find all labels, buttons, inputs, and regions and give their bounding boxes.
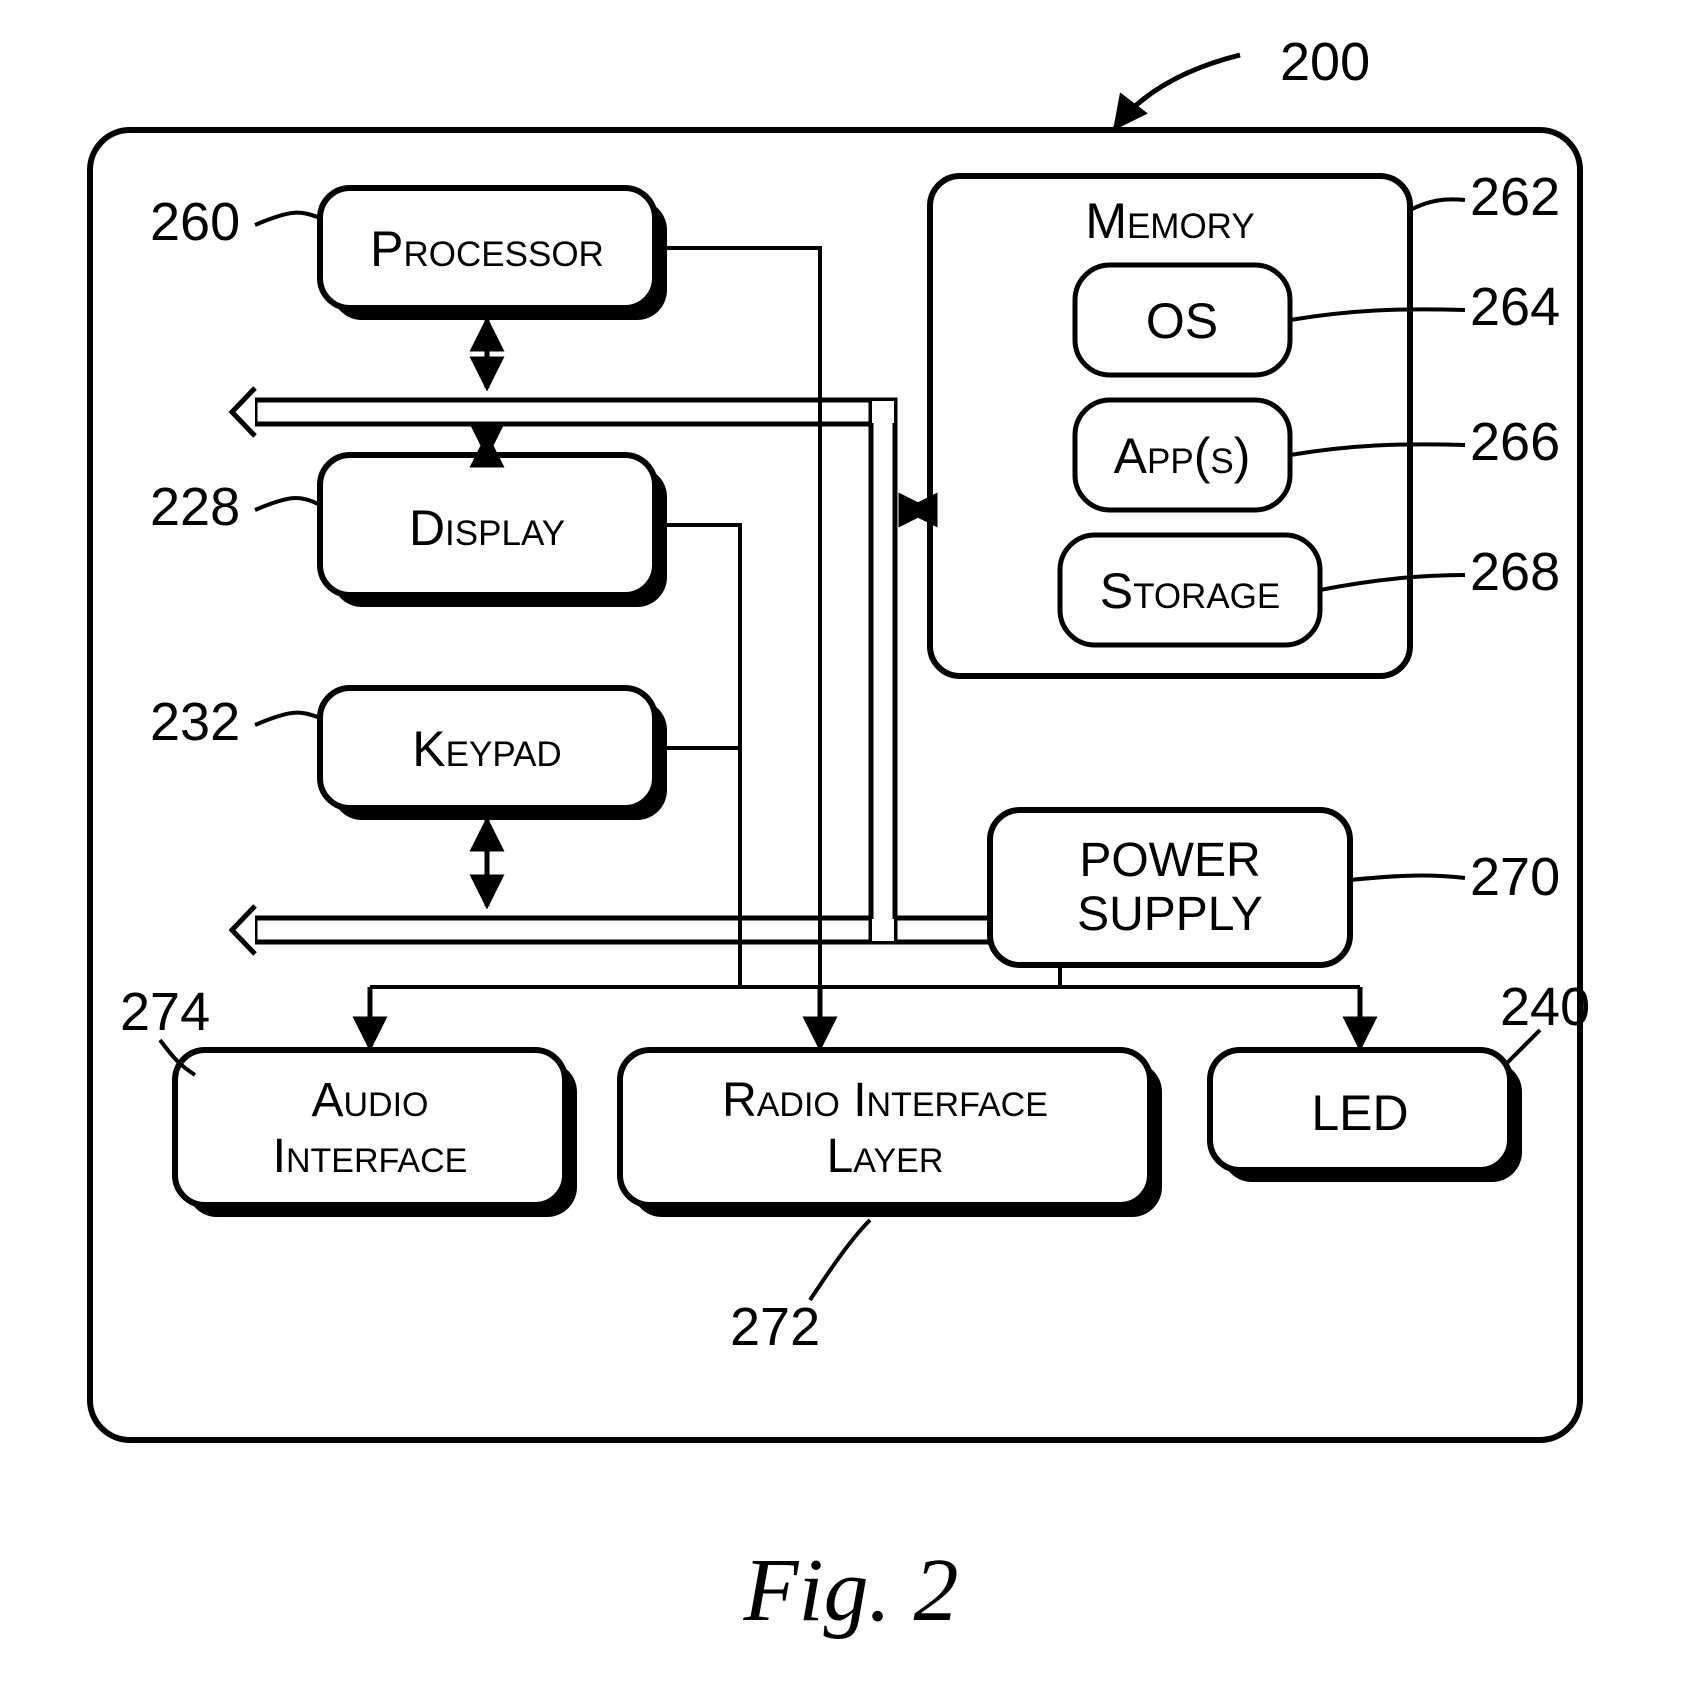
processor-label: Processor <box>370 221 604 277</box>
power-block: POWER SUPPLY <box>990 810 1350 965</box>
memory-label: Memory <box>1085 193 1254 249</box>
display-label: Display <box>409 500 565 556</box>
audio-label2: Interface <box>273 1130 468 1183</box>
power-label2: SUPPLY <box>1077 888 1263 941</box>
led-label: LED <box>1311 1085 1408 1141</box>
led-block: LED <box>1210 1050 1522 1182</box>
audio-label1: Audio <box>311 1074 428 1127</box>
led-ref: 240 <box>1500 977 1590 1037</box>
diagram-canvas: 200 Processor Display Keypad Memory <box>0 0 1702 1708</box>
bus-vertical <box>871 400 895 942</box>
power-label1: POWER <box>1079 834 1260 887</box>
audio-ref: 274 <box>120 982 210 1042</box>
device-ref: 200 <box>1280 32 1370 92</box>
os-label: OS <box>1146 293 1218 349</box>
apps-ref: 266 <box>1470 412 1560 472</box>
keypad-ref: 232 <box>150 692 240 752</box>
keypad-block: Keypad <box>320 688 667 820</box>
radio-label1: Radio Interface <box>722 1074 1048 1127</box>
leader-200 <box>1115 55 1240 128</box>
os-ref: 264 <box>1470 277 1560 337</box>
keypad-label: Keypad <box>412 721 561 777</box>
processor-ref: 260 <box>150 192 240 252</box>
memory-ref: 262 <box>1470 167 1560 227</box>
radio-ref: 272 <box>730 1297 820 1357</box>
processor-block: Processor <box>320 188 667 320</box>
display-ref: 228 <box>150 477 240 537</box>
display-block: Display <box>320 455 667 607</box>
storage-label: Storage <box>1100 563 1281 619</box>
radio-block: Radio Interface Layer <box>620 1050 1162 1217</box>
storage-ref: 268 <box>1470 542 1560 602</box>
memory-block: Memory OS App(s) Storage <box>930 176 1410 676</box>
figure-caption: Fig. 2 <box>743 1541 959 1640</box>
apps-label: App(s) <box>1114 428 1251 484</box>
audio-block: Audio Interface <box>175 1050 577 1217</box>
power-ref: 270 <box>1470 847 1560 907</box>
radio-label2: Layer <box>827 1130 944 1183</box>
